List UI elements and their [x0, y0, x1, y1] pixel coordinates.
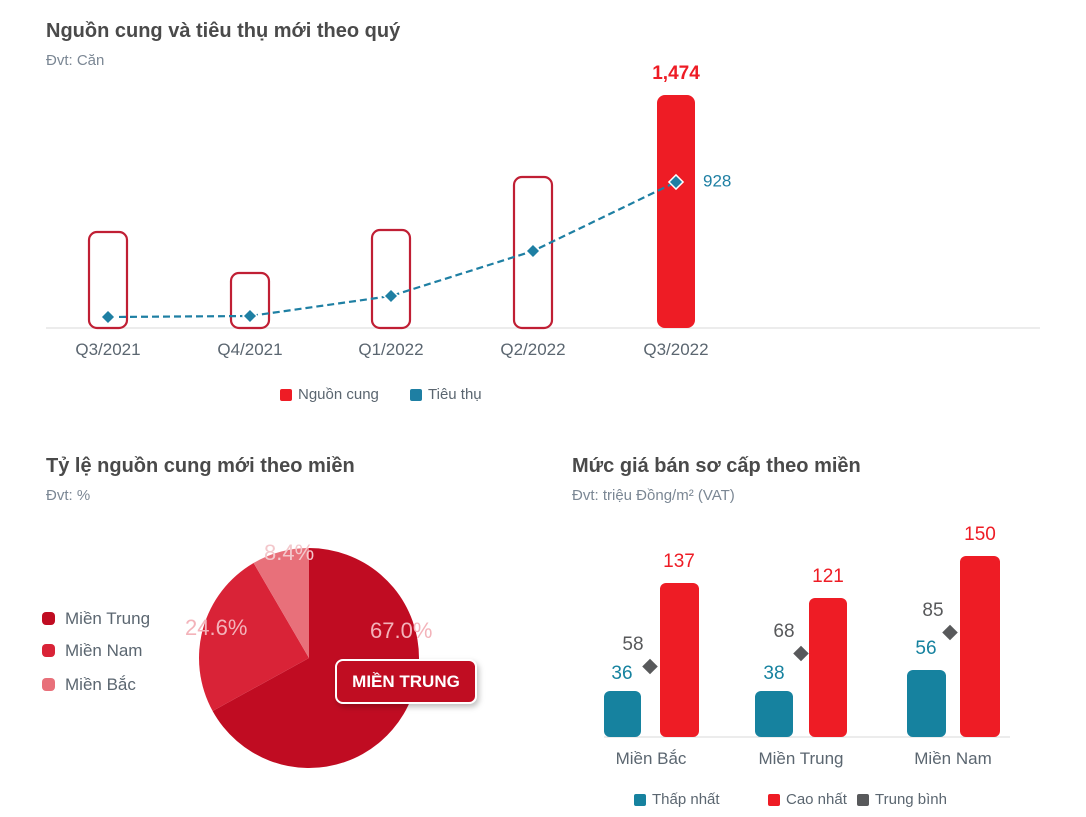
svg-text:Q3/2022: Q3/2022 [643, 340, 708, 359]
svg-text:Q2/2022: Q2/2022 [500, 340, 565, 359]
svg-text:85: 85 [922, 600, 943, 621]
svg-text:58: 58 [622, 634, 643, 655]
svg-text:Cao nhất: Cao nhất [786, 791, 848, 808]
svg-text:36: 36 [611, 663, 632, 684]
svg-text:Nguồn cung: Nguồn cung [298, 386, 379, 403]
svg-text:Q1/2022: Q1/2022 [358, 340, 423, 359]
svg-text:Miền Nam: Miền Nam [914, 749, 991, 768]
svg-text:121: 121 [812, 566, 844, 587]
svg-text:Thấp nhất: Thấp nhất [652, 791, 720, 808]
svg-text:1,474: 1,474 [652, 63, 700, 84]
svg-text:Miền Trung: Miền Trung [758, 749, 843, 768]
svg-text:Q4/2021: Q4/2021 [217, 340, 282, 359]
svg-text:Q3/2021: Q3/2021 [75, 340, 140, 359]
svg-text:68: 68 [773, 621, 794, 642]
svg-text:56: 56 [915, 638, 936, 659]
svg-text:150: 150 [964, 524, 996, 545]
svg-text:137: 137 [663, 551, 695, 572]
svg-text:Tiêu thụ: Tiêu thụ [428, 386, 482, 403]
svg-text:Trung bình: Trung bình [875, 791, 947, 808]
svg-text:38: 38 [763, 663, 784, 684]
svg-text:Miền Bắc: Miền Bắc [616, 749, 687, 768]
svg-text:928: 928 [703, 171, 731, 190]
